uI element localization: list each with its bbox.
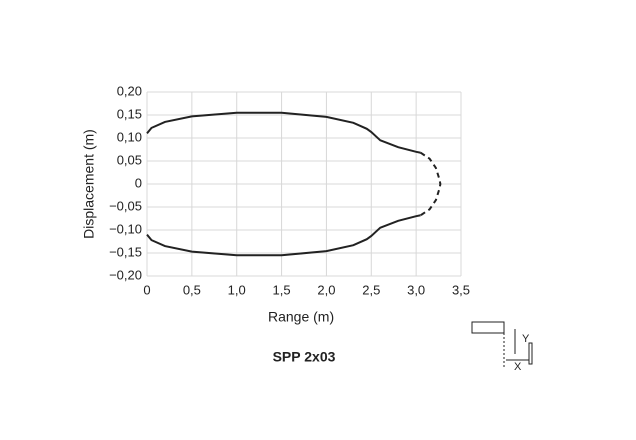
y-tick-label: −0,05: [109, 198, 142, 213]
y-tick-label: −0,20: [109, 267, 142, 282]
x-tick-label: 3,5: [452, 282, 470, 297]
y-tick-label: −0,15: [109, 244, 142, 259]
data-line: [146, 111, 421, 154]
inset-x-label: X: [514, 361, 522, 373]
reflector: [528, 342, 533, 365]
inset-diagram: [471, 321, 533, 368]
y-tick-label: −0,10: [109, 221, 142, 236]
x-tick-label: 1,5: [273, 282, 291, 297]
x-axis-label: Range (m): [268, 309, 334, 325]
x-tick-label: 2,5: [362, 282, 380, 297]
y-tick-label: 0,15: [117, 106, 142, 121]
x-tick-label: 0,5: [183, 282, 201, 297]
x-tick-label: 0: [143, 282, 150, 297]
caption: SPP 2x03: [273, 349, 336, 365]
data-line: [146, 214, 421, 257]
y-tick-label: 0: [135, 175, 142, 190]
y-tick-label: 0,20: [117, 83, 142, 98]
data-line: [420, 151, 442, 217]
x-tick-label: 3,0: [407, 282, 425, 297]
x-tick-label: 2,0: [317, 282, 335, 297]
y-tick-label: 0,05: [117, 152, 142, 167]
x-tick-label: 1,0: [228, 282, 246, 297]
y-tick-label: 0,10: [117, 129, 142, 144]
sensor-box: [471, 321, 505, 334]
inset-y-label: Y: [522, 333, 530, 345]
y-axis-label: Displacement (m): [81, 129, 97, 239]
